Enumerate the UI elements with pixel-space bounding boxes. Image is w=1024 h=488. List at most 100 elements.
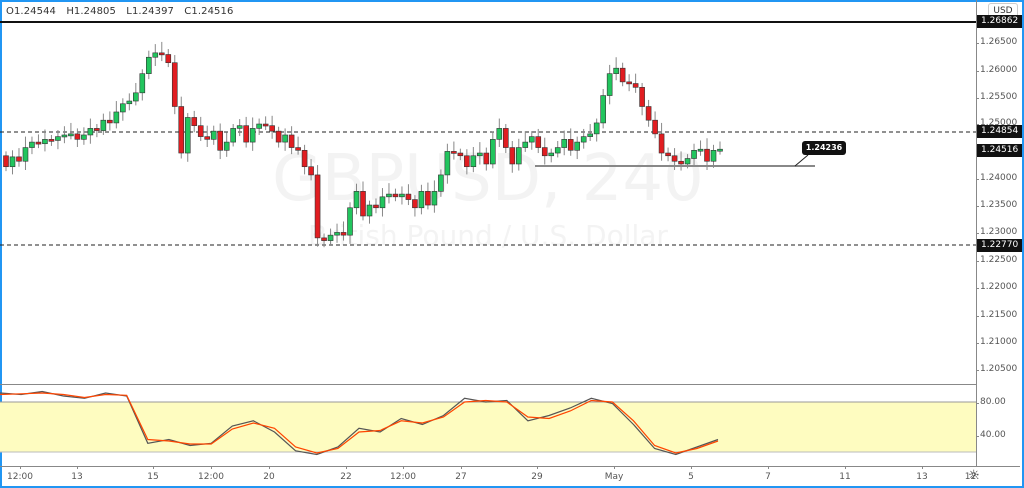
candle xyxy=(249,128,256,143)
candle xyxy=(444,151,451,176)
time-tick-mark xyxy=(768,466,769,469)
candle xyxy=(451,151,457,154)
time-tick-label: 27 xyxy=(455,472,467,482)
candle xyxy=(412,199,418,209)
candle xyxy=(191,117,198,126)
candle xyxy=(126,100,133,105)
candle xyxy=(691,149,697,159)
price-tick: 1.26000 xyxy=(975,65,1018,75)
candle xyxy=(223,141,230,151)
candle xyxy=(295,147,301,151)
time-tick-mark xyxy=(461,466,462,469)
candle xyxy=(613,67,619,74)
candle xyxy=(243,125,249,143)
time-tick-label: 13 xyxy=(71,472,83,482)
candle xyxy=(548,152,555,157)
candle xyxy=(528,136,535,143)
ohlc-legend: O1.24544 H1.24805 L1.24397 C1.24516 xyxy=(6,6,240,17)
time-tick-label: 29 xyxy=(531,472,543,482)
ohlc-high: H1.24805 xyxy=(66,6,116,17)
time-tick-mark xyxy=(691,466,692,469)
settings-gear-icon[interactable]: ☼ xyxy=(968,468,980,483)
candle xyxy=(535,136,542,148)
time-tick-mark xyxy=(614,466,615,469)
candle xyxy=(717,148,723,152)
candle xyxy=(704,148,710,162)
stochastic-d-line xyxy=(0,392,719,454)
ohlc-open: O1.24544 xyxy=(6,6,57,17)
candle xyxy=(100,119,107,131)
candle xyxy=(515,147,522,165)
time-axis[interactable] xyxy=(0,466,1020,467)
time-tick-label: 15 xyxy=(147,472,159,482)
candle xyxy=(541,147,548,157)
candle xyxy=(146,56,152,74)
candle xyxy=(496,128,503,140)
candle xyxy=(353,191,360,209)
candle xyxy=(139,73,146,94)
candle xyxy=(580,136,587,143)
candle xyxy=(165,54,172,64)
candle xyxy=(665,152,671,157)
candle xyxy=(35,141,42,145)
resistance-price-label: 1.24854 xyxy=(977,125,1022,138)
top-horizontal-line[interactable] xyxy=(0,21,976,23)
horizontal-line-label[interactable]: 1.24236 xyxy=(802,141,846,155)
candle xyxy=(360,191,366,217)
time-tick-mark xyxy=(20,466,21,469)
candle xyxy=(652,119,658,135)
price-tick: 1.20500 xyxy=(975,364,1018,374)
price-tick: 1.25000 xyxy=(975,118,1018,128)
ohlc-close: C1.24516 xyxy=(184,6,234,17)
candle xyxy=(55,136,61,141)
candle xyxy=(619,67,626,83)
candle xyxy=(710,149,717,162)
candle xyxy=(288,134,295,148)
candle xyxy=(197,125,204,137)
price-tick: 1.21500 xyxy=(975,310,1018,320)
candle xyxy=(561,139,568,148)
candle xyxy=(22,147,29,162)
pane-separator[interactable] xyxy=(0,384,976,385)
candle xyxy=(120,103,126,113)
time-tick-label: 20 xyxy=(263,472,275,482)
candle xyxy=(366,204,373,217)
candle xyxy=(171,62,178,107)
candle xyxy=(483,152,490,165)
price-tick: 1.26500 xyxy=(975,37,1018,47)
time-tick-label: 12: xyxy=(964,472,980,482)
time-tick-mark xyxy=(346,466,347,469)
watermark-description: British Pound / U.S. Dollar xyxy=(308,219,668,252)
time-tick-label: 11 xyxy=(839,472,851,482)
time-tick-mark xyxy=(403,466,404,469)
time-tick-mark xyxy=(537,466,538,469)
candle xyxy=(522,141,529,148)
candle xyxy=(210,130,217,140)
time-tick-label: 12:00 xyxy=(7,472,33,482)
ohlc-low: L1.24397 xyxy=(126,6,175,17)
candle xyxy=(600,95,606,124)
time-tick-label: 12:00 xyxy=(390,472,416,482)
time-tick-mark xyxy=(845,466,846,469)
time-tick-label: 5 xyxy=(688,472,694,482)
last-price-label: 1.24516 xyxy=(977,144,1022,157)
candle xyxy=(262,123,269,127)
time-tick-label: 12:00 xyxy=(198,472,224,482)
candle xyxy=(314,174,321,239)
top-line-price-label: 1.26862 xyxy=(977,15,1022,28)
candle xyxy=(184,117,191,154)
candle xyxy=(373,204,379,209)
candle xyxy=(113,111,120,124)
candle xyxy=(502,128,509,148)
candle xyxy=(29,141,35,148)
candle xyxy=(697,148,704,152)
price-tick: 1.23000 xyxy=(975,227,1018,237)
oscillator-tick: 80.00 xyxy=(976,397,1006,407)
candle xyxy=(477,152,483,157)
candle xyxy=(217,130,223,151)
candle xyxy=(671,155,678,162)
candle xyxy=(256,123,262,129)
candle xyxy=(464,155,470,168)
candle xyxy=(3,155,9,168)
